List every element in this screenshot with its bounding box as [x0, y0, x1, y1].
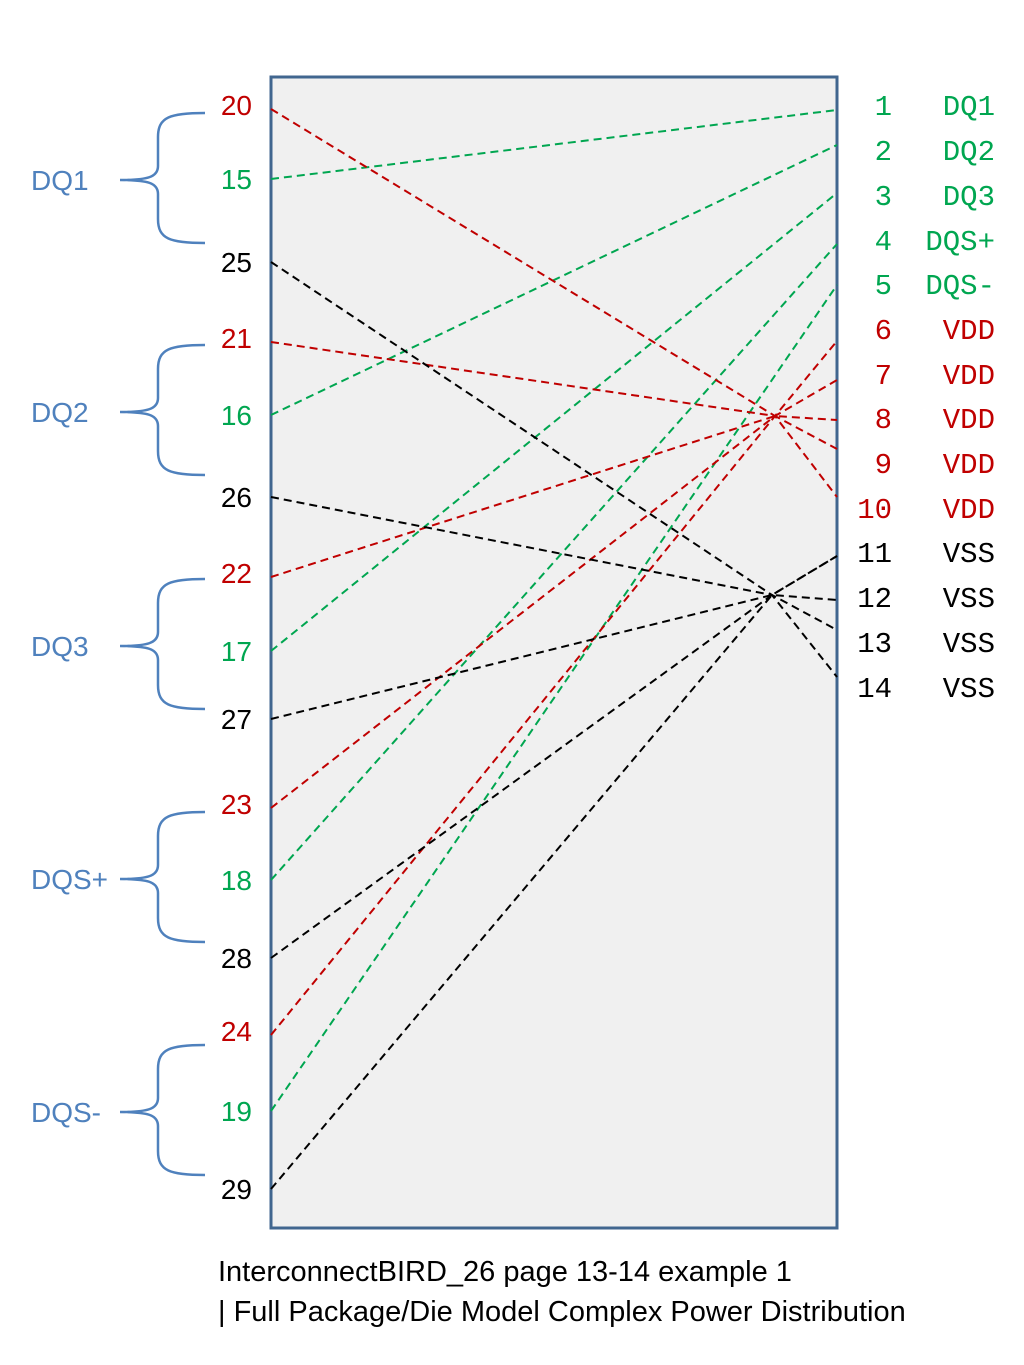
right-pin-name-1: DQ1 [943, 91, 995, 124]
group-label-3: DQ3 [31, 631, 89, 662]
right-pin-name-13: VSS [943, 628, 995, 661]
right-pin-number-8: 8 [875, 404, 892, 437]
right-pin-name-8: VDD [943, 404, 995, 437]
left-pin-15: 15 [221, 164, 252, 195]
right-pin-name-7: VDD [943, 360, 995, 393]
right-pin-name-10: VDD [943, 494, 995, 527]
right-pin-number-1: 1 [875, 91, 892, 124]
right-pin-number-2: 2 [875, 136, 892, 169]
wire-19-to-5 [270, 284, 838, 1112]
right-pin-number-10: 10 [857, 494, 892, 527]
left-pin-17: 17 [221, 636, 252, 667]
brace-dq1 [119, 111, 206, 245]
left-pin-21: 21 [221, 323, 252, 354]
connection-lines [270, 108, 838, 1190]
right-pin-number-4: 4 [875, 226, 892, 259]
caption-line-2: | Full Package/Die Model Complex Power D… [218, 1296, 906, 1328]
right-pin-labels: 1 DQ1 2 DQ2 3 DQ3 4 DQS+ 5 DQS- 6 VDD 7 VDD 8 VDD 9 VDD 10… [857, 91, 995, 706]
right-pin-name-9: VDD [943, 449, 995, 482]
brace-dqs-minus [119, 1043, 206, 1177]
right-pin-name-11: VSS [943, 538, 995, 571]
right-pin-name-12: VSS [943, 583, 995, 616]
right-pin-name-5: DQS- [925, 270, 995, 303]
wire-27-to-12 [270, 593, 838, 720]
right-pin-name-2: DQ2 [943, 136, 995, 169]
left-pin-20: 20 [221, 90, 252, 121]
group-label-1: DQ1 [31, 165, 89, 196]
model-box [269, 75, 839, 1230]
right-pin-number-3: 3 [875, 181, 892, 214]
wire-16-to-2 [270, 144, 838, 416]
brace-dq3 [119, 577, 206, 711]
left-pin-23: 23 [221, 789, 252, 820]
right-pin-number-6: 6 [875, 315, 892, 348]
left-pin-19: 19 [221, 1096, 252, 1127]
left-pin-labels: 20 15 25 21 16 26 22 17 27 23 18 28 24 19 29 [221, 90, 252, 1205]
left-pin-24: 24 [221, 1016, 252, 1047]
brace-dqs-plus [119, 810, 206, 944]
left-pin-27: 27 [221, 704, 252, 735]
group-brackets: DQ1 DQ2 DQ3 DQS+ DQS- [31, 111, 206, 1177]
wire-18-to-4 [270, 243, 838, 881]
right-pin-number-7: 7 [875, 360, 892, 393]
caption-line-1: InterconnectBIRD_26 page 13-14 example 1 [218, 1256, 792, 1288]
group-label-4: DQS+ [31, 864, 108, 895]
right-pin-name-6: VDD [943, 315, 995, 348]
group-label-2: DQ2 [31, 397, 89, 428]
left-pin-29: 29 [221, 1174, 252, 1205]
group-label-5: DQS- [31, 1097, 101, 1128]
left-pin-18: 18 [221, 865, 252, 896]
right-pin-name-14: VSS [943, 673, 995, 706]
right-pin-number-5: 5 [875, 270, 892, 303]
right-pin-number-13: 13 [857, 628, 892, 661]
right-pin-name-3: DQ3 [943, 181, 995, 214]
left-pin-22: 22 [221, 558, 252, 589]
left-pin-25: 25 [221, 247, 252, 278]
caption: InterconnectBIRD_26 page 13-14 example 1… [218, 1252, 1008, 1332]
right-pin-number-12: 12 [857, 583, 892, 616]
left-pin-28: 28 [221, 943, 252, 974]
wire-28-to-11 [270, 555, 838, 959]
left-pin-26: 26 [221, 482, 252, 513]
right-pin-number-11: 11 [857, 538, 892, 571]
brace-dq2 [119, 343, 206, 477]
left-pin-16: 16 [221, 400, 252, 431]
wire-22-to-8 [270, 414, 838, 578]
right-pin-number-9: 9 [875, 449, 892, 482]
right-pin-name-4: DQS+ [925, 226, 995, 259]
wire-24-to-6 [270, 340, 838, 1036]
wire-17-to-3 [270, 192, 838, 652]
right-pin-number-14: 14 [857, 673, 892, 706]
